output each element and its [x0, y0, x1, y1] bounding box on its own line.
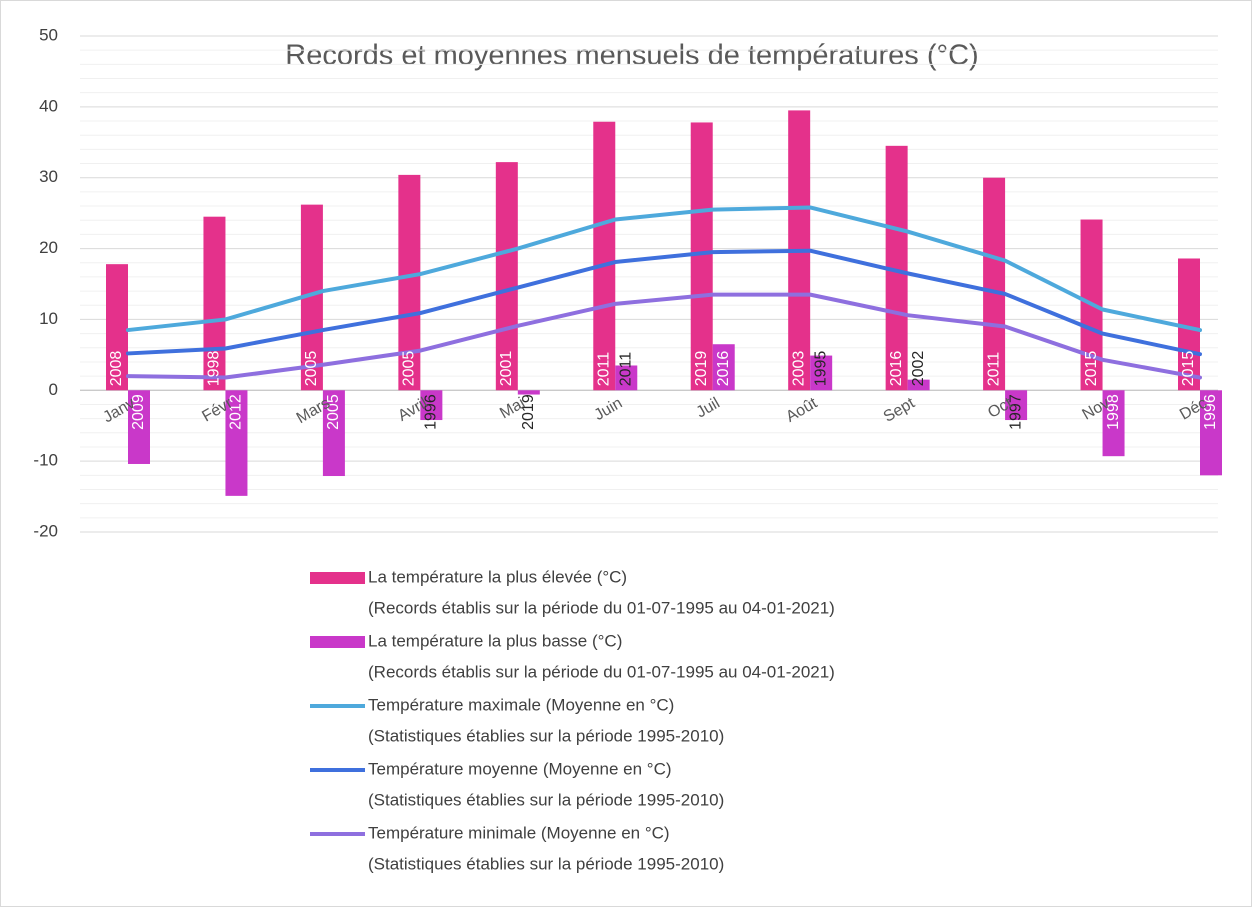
bar — [1102, 390, 1125, 457]
chart-title: Records et moyennes mensuels de températ… — [285, 40, 978, 72]
data-label: 2005 — [401, 351, 418, 387]
data-label: 2008 — [108, 351, 125, 387]
bar — [106, 264, 128, 391]
legend-label: La température la plus élevée (°C) — [368, 567, 627, 586]
bar — [810, 355, 833, 391]
data-label: 2016 — [715, 351, 732, 387]
legend-swatch — [310, 636, 365, 648]
bar — [983, 177, 1006, 391]
legend-description: (Statistiques établies sur la période 19… — [368, 854, 724, 873]
bar — [1178, 258, 1200, 391]
data-label: 2003 — [790, 351, 807, 387]
bar — [495, 162, 518, 391]
y-tick-label: 0 — [49, 380, 58, 399]
bar — [322, 390, 345, 477]
legend-label: Température maximale (Moyenne en °C) — [368, 695, 674, 714]
data-label: 2011 — [985, 352, 1002, 387]
data-label: 1998 — [206, 351, 223, 387]
y-tick-label: 50 — [39, 25, 58, 44]
legend-description: (Records établis sur la période du 01-07… — [368, 598, 835, 617]
y-tick-label: 40 — [39, 96, 58, 115]
y-tick-label: 30 — [39, 167, 58, 186]
bar — [907, 379, 930, 391]
data-label: 2001 — [498, 351, 515, 387]
bar — [615, 365, 638, 391]
data-label: 2016 — [888, 351, 905, 387]
legend-label: Température moyenne (Moyenne en °C) — [368, 759, 672, 778]
bar — [885, 145, 908, 391]
data-label: 2019 — [693, 351, 710, 387]
data-label: 2015 — [1083, 351, 1100, 387]
data-label: 1996 — [1202, 394, 1219, 430]
y-tick-label: 10 — [39, 309, 58, 328]
line — [126, 292, 1202, 380]
line — [126, 248, 1202, 357]
data-label: 2009 — [130, 394, 147, 430]
legend-description: (Records établis sur la période du 01-07… — [368, 662, 835, 681]
legend-swatch — [310, 572, 365, 584]
data-label: 1998 — [1105, 394, 1122, 430]
bar — [712, 344, 735, 391]
data-label: 2019 — [520, 394, 537, 430]
bar — [398, 174, 421, 391]
data-label: 2005 — [303, 351, 320, 387]
bar — [420, 390, 443, 421]
data-label: 1997 — [1007, 394, 1024, 430]
bar — [690, 122, 713, 391]
bar — [300, 204, 323, 391]
legend-label: La température la plus basse (°C) — [368, 631, 622, 650]
legend-description: (Statistiques établies sur la période 19… — [368, 726, 724, 745]
bar — [517, 390, 540, 395]
data-label: 1995 — [812, 351, 829, 387]
data-label: 1996 — [423, 394, 440, 430]
data-label: 2005 — [325, 394, 342, 430]
data-label: 2015 — [1180, 351, 1197, 387]
bar — [1005, 390, 1028, 421]
y-tick-label: -10 — [33, 451, 58, 470]
legend-label: Température minimale (Moyenne en °C) — [368, 823, 670, 842]
data-label: 2011 — [617, 352, 634, 387]
data-label: 2012 — [228, 394, 245, 430]
data-label: 2002 — [910, 351, 927, 387]
data-label: 2011 — [595, 352, 612, 387]
line — [126, 205, 1202, 333]
bar — [593, 121, 616, 391]
y-tick-label: -20 — [33, 521, 58, 540]
legend-description: (Statistiques établies sur la période 19… — [368, 790, 724, 809]
y-tick-label: 20 — [39, 238, 58, 257]
bar — [128, 390, 150, 464]
bar — [225, 390, 248, 496]
bar — [1200, 390, 1222, 476]
